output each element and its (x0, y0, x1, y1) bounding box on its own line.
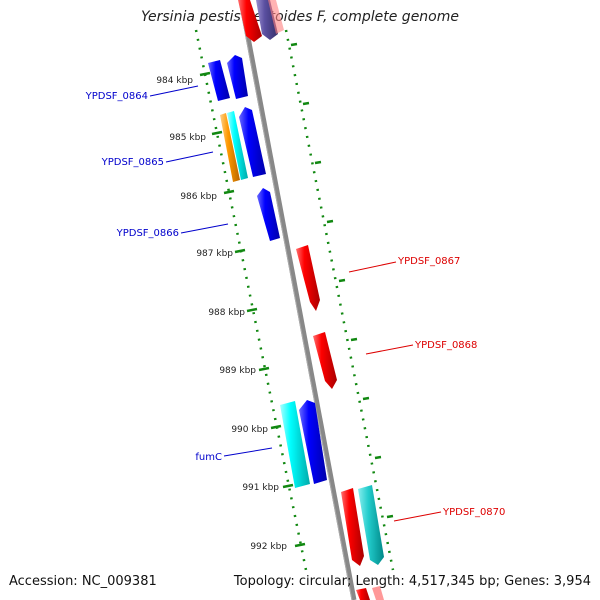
tick-label: 991 kbp (242, 483, 279, 493)
leader-line (348, 261, 397, 273)
tick-label: 992 kbp (250, 542, 287, 552)
gene-label[interactable]: YPDSF_0867 (397, 256, 460, 267)
gene-ypdsf-0864-a[interactable] (208, 60, 230, 101)
gene-top-red[interactable] (238, 0, 262, 42)
tick-label: 989 kbp (219, 366, 256, 376)
tick-label: 988 kbp (208, 308, 245, 318)
gene-top-pink[interactable] (268, 0, 284, 34)
tick-label: 990 kbp (231, 425, 268, 435)
tick-label: 985 kbp (169, 133, 206, 143)
tick-label: 986 kbp (180, 192, 217, 202)
gene-top-purple[interactable] (256, 0, 278, 40)
gene-label[interactable]: fumC (195, 452, 222, 463)
gene-label[interactable]: YPDSF_0870 (442, 507, 505, 518)
gene-ypdsf-0867[interactable] (296, 245, 320, 311)
left-ruler-ticks (199, 71, 306, 548)
left-ruler (194, 29, 308, 571)
gene-label[interactable]: YPDSF_0864 (85, 91, 148, 102)
tick-label: 984 kbp (156, 76, 193, 86)
gene-teal[interactable] (358, 485, 384, 565)
genome-backbone (238, 0, 357, 600)
leader-line (165, 151, 214, 163)
right-ruler (284, 29, 395, 571)
gene-label[interactable]: YPDSF_0866 (116, 228, 179, 239)
accession-text: Accession: NC_009381 (9, 574, 157, 589)
leader-line (393, 511, 442, 522)
gene-ypdsf-0870[interactable] (341, 488, 364, 566)
gene-ypdsf-0864-b[interactable] (227, 55, 248, 99)
gene-bottom-red[interactable] (356, 588, 370, 600)
gene-label[interactable]: YPDSF_0868 (414, 340, 477, 351)
gene-label[interactable]: YPDSF_0865 (101, 157, 164, 168)
leader-line (365, 344, 414, 355)
genome-title: Yersinia pestis Pestoides F, complete ge… (141, 9, 459, 25)
gene-cyan-2[interactable] (280, 401, 310, 488)
gene-bottom-pink[interactable] (372, 586, 384, 600)
gene-cyan-1[interactable] (227, 111, 248, 180)
leader-line (180, 223, 229, 234)
right-ruler-ticks (290, 42, 394, 519)
tick-label: 987 kbp (196, 249, 233, 259)
gene-ypdsf-0868[interactable] (313, 332, 337, 389)
gene-ypdsf-0865[interactable] (239, 107, 266, 177)
genome-summary-text: Topology: circular; Length: 4,517,345 bp… (233, 574, 591, 589)
genome-backbone-highlight (238, 0, 353, 600)
gene-orange[interactable] (220, 113, 240, 182)
gene-fumc[interactable] (299, 400, 327, 484)
gene-ypdsf-0866[interactable] (257, 188, 280, 241)
leader-line (223, 447, 273, 457)
leader-line (149, 85, 199, 97)
